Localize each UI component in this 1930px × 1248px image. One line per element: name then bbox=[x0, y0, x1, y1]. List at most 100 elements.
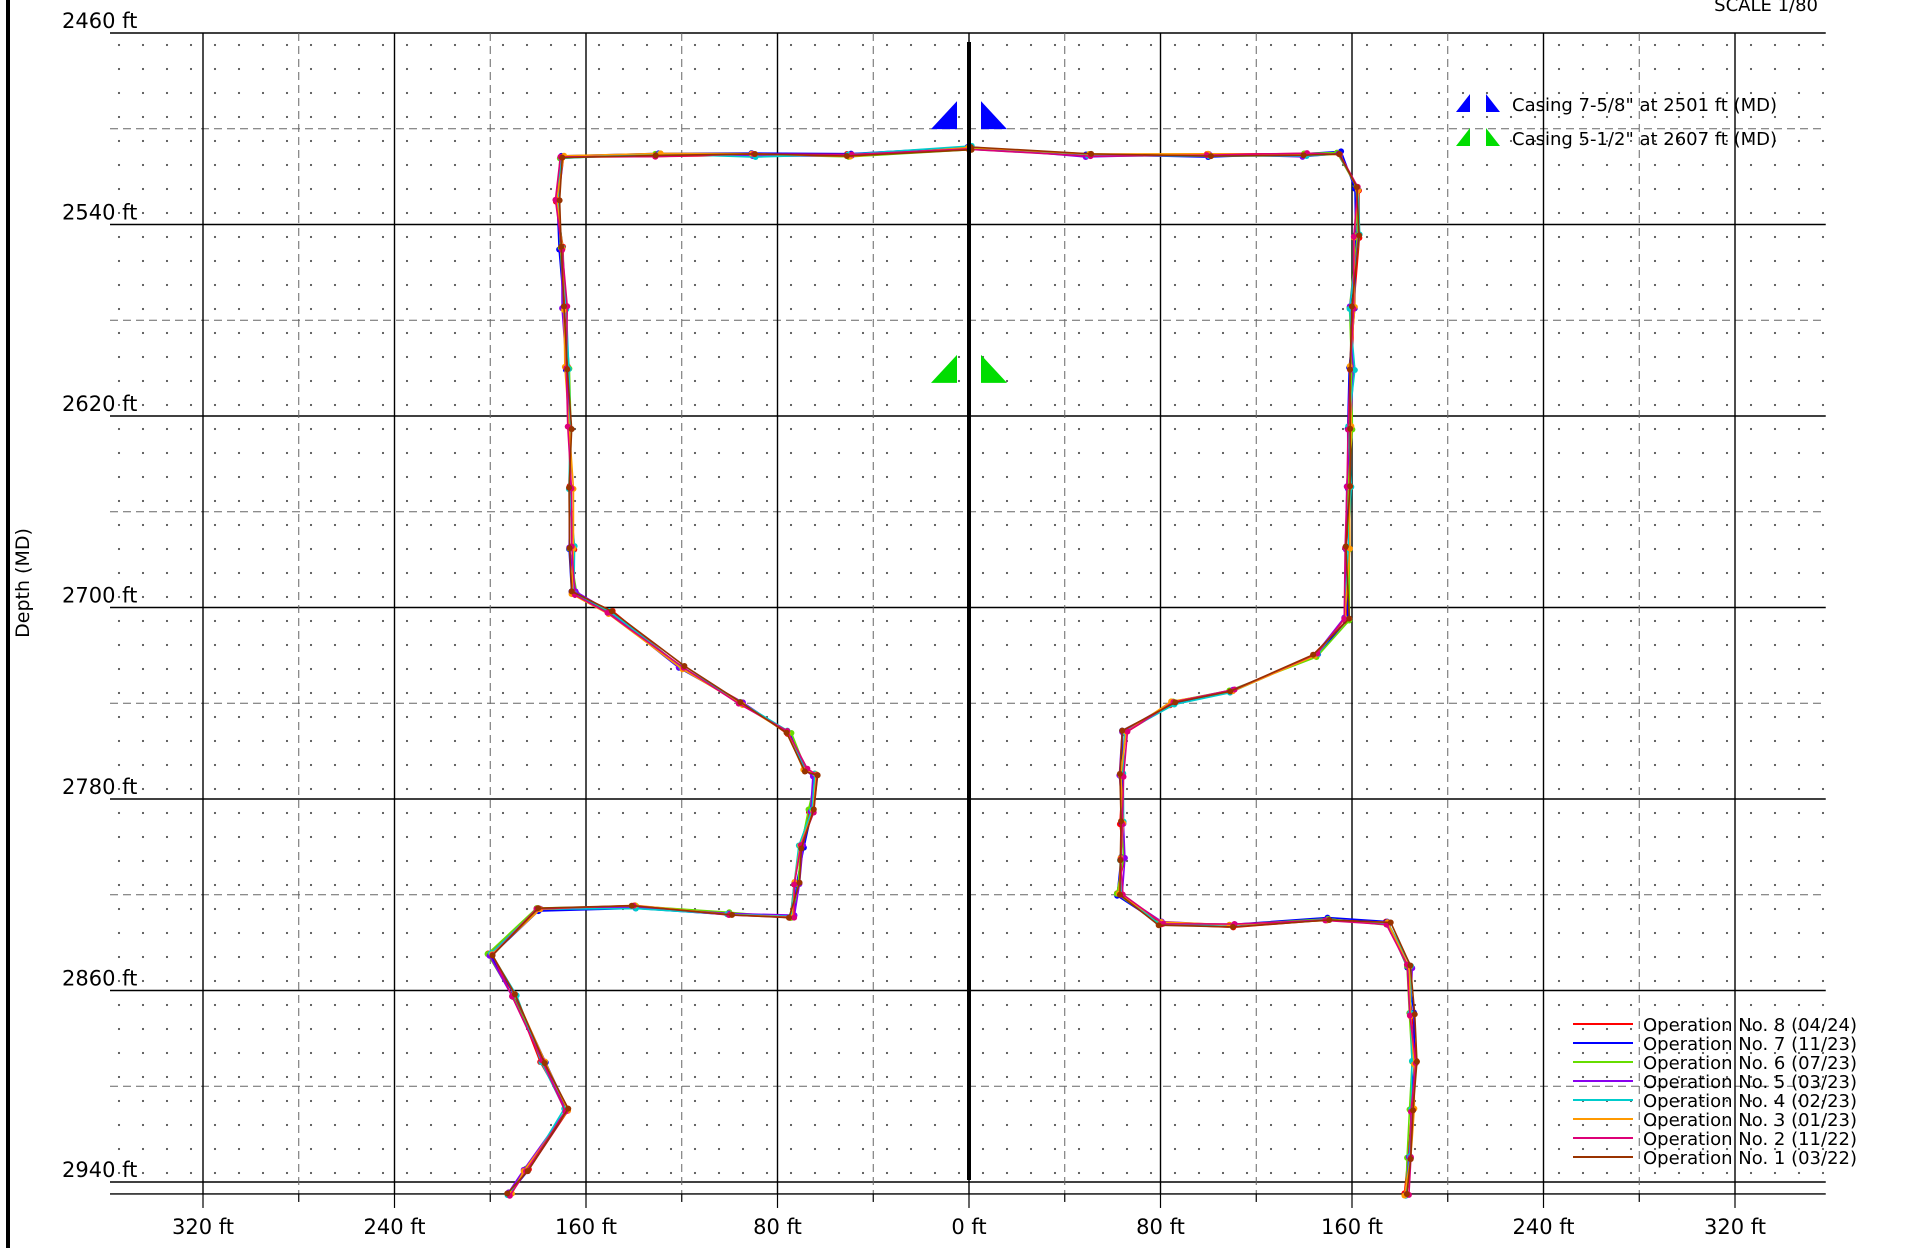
trace-point bbox=[1229, 923, 1236, 930]
trace-point bbox=[1119, 727, 1126, 734]
trace-point bbox=[1118, 818, 1125, 825]
trace-point bbox=[1088, 150, 1095, 157]
y-axis-label: Depth (MD) bbox=[12, 528, 34, 638]
trace-point bbox=[791, 881, 798, 888]
trace-point bbox=[565, 1105, 572, 1112]
trace-point bbox=[729, 911, 736, 918]
legend-entry-label: Operation No. 6 (07/23) bbox=[1643, 1053, 1857, 1074]
casing-marker-left bbox=[931, 354, 957, 383]
trace-point bbox=[810, 806, 817, 813]
trace-point bbox=[1403, 1191, 1410, 1198]
casing-marker-right bbox=[981, 354, 1007, 383]
trace-point bbox=[1326, 917, 1333, 924]
trace-point bbox=[791, 914, 798, 921]
legend-entry-label: Operation No. 4 (02/23) bbox=[1643, 1091, 1857, 1112]
trace-point bbox=[541, 1059, 548, 1066]
trace-point bbox=[796, 879, 803, 886]
trace-point bbox=[1124, 728, 1131, 735]
trace-point bbox=[1347, 483, 1354, 490]
trace-point bbox=[1410, 1107, 1417, 1114]
x-tick-label: 160 ft bbox=[1321, 1215, 1383, 1239]
trace-point bbox=[560, 303, 567, 310]
legend-entry-label: Operation No. 1 (03/22) bbox=[1643, 1148, 1857, 1169]
casing-2-label: Casing 5-1/2" at 2607 ft (MD) bbox=[1512, 129, 1777, 150]
operation-legend: Operation No. 8 (04/24)Operation No. 7 (… bbox=[1573, 1015, 1857, 1169]
trace-point bbox=[801, 768, 808, 775]
trace-point bbox=[566, 484, 573, 491]
trace-point bbox=[1300, 152, 1307, 159]
y-tick-label: 2540 ft bbox=[62, 201, 137, 225]
trace-point bbox=[1387, 919, 1394, 926]
scale-label: SCALE 1/80 bbox=[1714, 0, 1818, 16]
trace-point bbox=[556, 197, 563, 204]
trace-point bbox=[1227, 688, 1234, 695]
trace-point bbox=[798, 845, 805, 852]
trace-point bbox=[1411, 1011, 1418, 1018]
x-tick-labels: 320 ft 240 ft 160 ft 80 ft 0 ft 80 ft 160 ft 24… bbox=[172, 1215, 1766, 1239]
trace-point bbox=[1356, 232, 1363, 239]
trace-point bbox=[1117, 857, 1124, 864]
trace-point bbox=[843, 153, 850, 160]
y-tick-label: 2460 ft bbox=[62, 9, 137, 33]
y-tick-label: 2780 ft bbox=[62, 775, 137, 799]
y-tick-label: 2860 ft bbox=[62, 967, 137, 991]
trace-point bbox=[1413, 1058, 1420, 1065]
legend-entry-label: Operation No. 3 (01/23) bbox=[1643, 1110, 1857, 1131]
trace-point bbox=[783, 729, 790, 736]
trace-point bbox=[564, 366, 571, 373]
trace-point bbox=[1207, 153, 1214, 160]
x-tick-label: 240 ft bbox=[363, 1215, 425, 1239]
trace-point bbox=[1172, 699, 1179, 706]
y-tick-label: 2940 ft bbox=[62, 1158, 137, 1182]
trace-point bbox=[1350, 233, 1357, 240]
trace-point bbox=[785, 914, 792, 921]
trace-point bbox=[1406, 1012, 1413, 1019]
x-tick-label: 160 ft bbox=[555, 1215, 617, 1239]
trace-point bbox=[558, 243, 565, 250]
trace-point bbox=[652, 152, 659, 159]
trace-point bbox=[737, 699, 744, 706]
casing-markers bbox=[931, 101, 1007, 383]
trace-point bbox=[566, 545, 573, 552]
trace-point bbox=[1116, 891, 1123, 898]
legend-entry-label: Operation No. 8 (04/24) bbox=[1643, 1015, 1857, 1036]
trace-point bbox=[1346, 615, 1353, 622]
trace-point bbox=[1155, 922, 1162, 929]
y-tick-label: 2620 ft bbox=[62, 392, 137, 416]
trace-point bbox=[1407, 962, 1414, 969]
trace-point bbox=[559, 154, 566, 161]
y-tick-labels: 2460 ft 2540 ft 2620 ft 2700 ft 2780 ft 2860 … bbox=[62, 9, 137, 1182]
trace-point bbox=[628, 902, 635, 909]
trace-point bbox=[1347, 366, 1354, 373]
x-tick-label: 320 ft bbox=[1704, 1215, 1766, 1239]
casing-1-legend-icon-right bbox=[1486, 94, 1500, 112]
trace-point bbox=[568, 588, 575, 595]
trace-point bbox=[1310, 651, 1317, 658]
operation-traces bbox=[484, 142, 1420, 1199]
trace-point bbox=[1348, 303, 1355, 310]
casing-marker-right bbox=[981, 101, 1007, 130]
trace-point bbox=[524, 1168, 531, 1175]
trace-point bbox=[489, 952, 496, 959]
trace-point bbox=[1336, 151, 1343, 158]
x-tick-label: 80 ft bbox=[753, 1215, 802, 1239]
trace-line bbox=[491, 148, 972, 1195]
x-tick-label: 320 ft bbox=[172, 1215, 234, 1239]
trace-point bbox=[1342, 543, 1349, 550]
trace-point bbox=[608, 608, 615, 615]
casing-2-legend-icon-right bbox=[1486, 128, 1500, 146]
x-tick-label: 240 ft bbox=[1512, 1215, 1574, 1239]
trace-point bbox=[1353, 184, 1360, 191]
casing-legend: Casing 7-5/8" at 2501 ft (MD) Casing 5-1… bbox=[1456, 94, 1777, 150]
trace-point bbox=[568, 426, 575, 433]
left-frame-bar bbox=[6, 0, 10, 1248]
casing-marker-left bbox=[931, 101, 957, 130]
legend-entry-label: Operation No. 2 (11/22) bbox=[1643, 1129, 1857, 1150]
trace-point bbox=[1407, 1156, 1414, 1163]
trace-point bbox=[814, 772, 821, 779]
trace-point bbox=[504, 1190, 511, 1197]
trace-point bbox=[1347, 425, 1354, 432]
trace-point bbox=[681, 662, 688, 669]
casing-1-label: Casing 7-5/8" at 2501 ft (MD) bbox=[1512, 95, 1777, 116]
